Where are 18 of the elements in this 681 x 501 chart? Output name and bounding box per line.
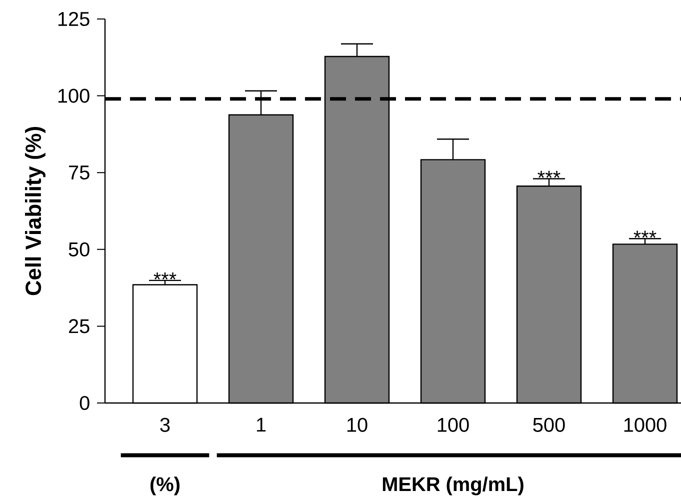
annotation: *** (634, 230, 656, 238)
x-tick-label: 3 (160, 418, 170, 432)
x-tick-label: 500 (533, 418, 565, 432)
x-tick-label: 10 (347, 418, 368, 432)
x-tick-label: 1000 (624, 418, 666, 432)
y-tick-label: 0 (80, 396, 90, 410)
text: MEKR (mg/mL) (382, 476, 524, 496)
y-tick-label: 125 (58, 12, 90, 26)
annotation: *** (538, 170, 560, 178)
x-tick-label: 100 (438, 418, 469, 432)
y-tick-label: 25 (68, 319, 90, 334)
text: (%) (150, 476, 180, 496)
y-axis-title: Cell Viability (%) (24, 127, 46, 296)
y-tick-label: 50 (68, 242, 90, 256)
annotation: *** (154, 272, 176, 280)
y-tick-label: 75 (69, 166, 90, 180)
y-tick-label: 100 (58, 88, 90, 103)
x-tick-label: 1 (256, 418, 266, 432)
